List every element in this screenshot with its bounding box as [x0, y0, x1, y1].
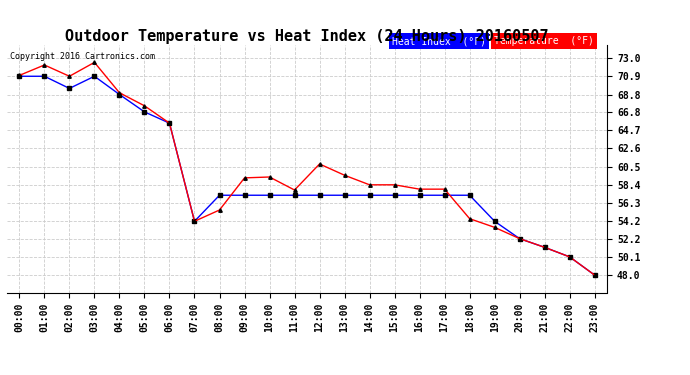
Text: Heat Index  (°F): Heat Index (°F): [392, 36, 486, 46]
Title: Outdoor Temperature vs Heat Index (24 Hours) 20160507: Outdoor Temperature vs Heat Index (24 Ho…: [66, 29, 549, 44]
Text: Copyright 2016 Cartronics.com: Copyright 2016 Cartronics.com: [10, 53, 155, 62]
Text: Temperature  (°F): Temperature (°F): [494, 36, 594, 46]
